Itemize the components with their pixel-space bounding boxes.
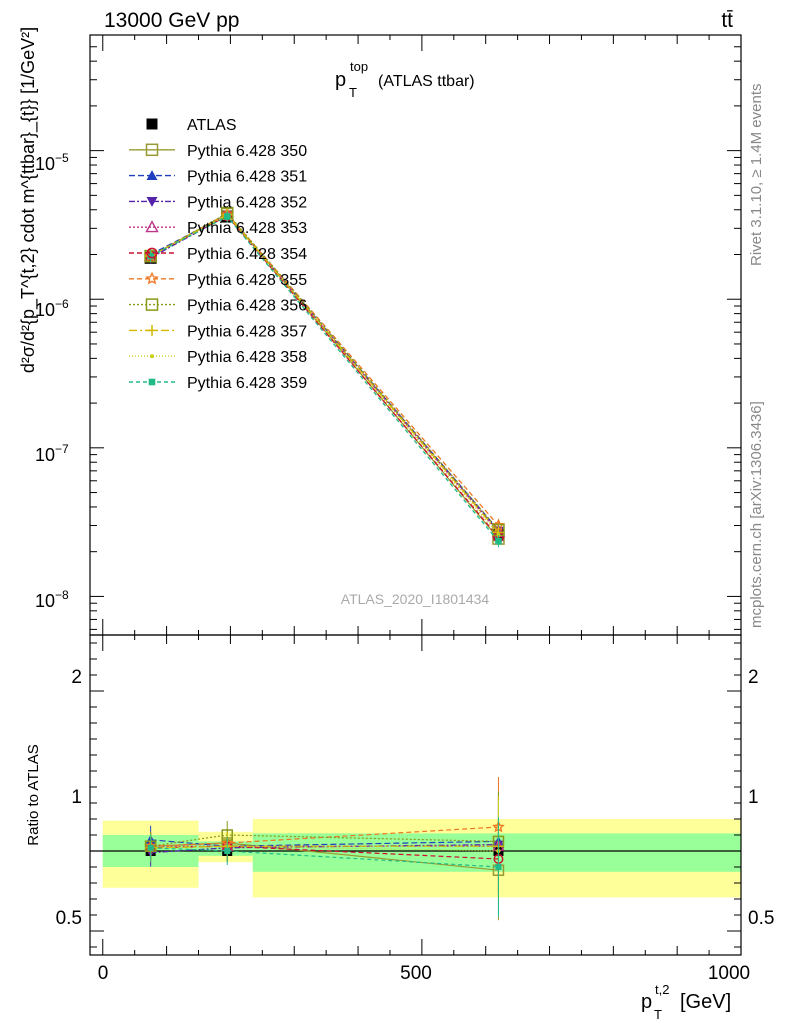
legend-entry: Pythia 6.428 350 bbox=[129, 143, 307, 160]
marker bbox=[150, 354, 154, 359]
svg-text:p: p bbox=[641, 991, 652, 1013]
legend-entry: ATLAS bbox=[146, 117, 237, 134]
legend-label: Pythia 6.428 352 bbox=[187, 194, 307, 211]
x-tick-label: 500 bbox=[400, 963, 432, 984]
marker bbox=[145, 298, 159, 311]
marker bbox=[147, 844, 154, 851]
ratio-y-tick-label: 2 bbox=[71, 667, 82, 688]
ratio-y-tick-label: 2 bbox=[748, 667, 759, 688]
marker bbox=[146, 197, 158, 207]
legend-entry: Pythia 6.428 359 bbox=[129, 375, 307, 392]
svg-text:T: T bbox=[349, 85, 357, 100]
ratio-y-tick-labels-left: 2 1 0.5 bbox=[56, 667, 82, 929]
ratio-frame bbox=[89, 634, 742, 956]
marker bbox=[146, 247, 158, 259]
main-y-axis-label: d²σ/d²{p_T^{t,2} cdot m^{ttbar}_{t}} [1/… bbox=[18, 27, 39, 373]
marker bbox=[223, 213, 231, 220]
ratio-y-axis-label: Ratio to ATLAS bbox=[25, 744, 42, 845]
energy-label: 13000 GeV pp bbox=[104, 9, 239, 32]
svg-text:T: T bbox=[654, 1007, 662, 1022]
legend-label: Pythia 6.428 356 bbox=[187, 298, 307, 315]
ratio-y-tick-label: 0.5 bbox=[748, 908, 774, 929]
legend-label: Pythia 6.428 357 bbox=[187, 323, 307, 340]
marker bbox=[147, 252, 154, 260]
svg-text:[GeV]: [GeV] bbox=[680, 991, 731, 1013]
legend-entry: Pythia 6.428 357 bbox=[129, 323, 307, 340]
ratio-y-tick-label: 1 bbox=[748, 787, 759, 808]
x-tick-label: 0 bbox=[98, 963, 109, 984]
marker bbox=[145, 220, 159, 233]
main-y-tick-labels: 10−5 10−6 10−7 10−8 bbox=[35, 151, 69, 611]
ratio-panel: Ratio to ATLAS 2 1 0.5 2 1 0.5 0 500 100… bbox=[25, 634, 774, 1022]
legend-entry: Pythia 6.428 356 bbox=[129, 298, 307, 315]
marker bbox=[495, 537, 502, 545]
legend-entry: Pythia 6.428 351 bbox=[129, 169, 307, 186]
legend-entry: Pythia 6.428 355 bbox=[129, 271, 307, 289]
y-tick-label: 10−5 bbox=[35, 151, 69, 174]
series-line bbox=[150, 212, 499, 531]
marker bbox=[495, 864, 502, 870]
svg-text:t,2: t,2 bbox=[655, 982, 669, 997]
watermark: ATLAS_2020_I1801434 bbox=[341, 591, 490, 607]
legend-label: Pythia 6.428 355 bbox=[187, 272, 307, 289]
title-sub: T bbox=[349, 85, 357, 100]
legend-label: Pythia 6.428 358 bbox=[187, 349, 307, 366]
svg-text:(ATLAS ttbar): (ATLAS ttbar) bbox=[378, 73, 475, 90]
marker bbox=[496, 532, 501, 537]
series-line bbox=[150, 213, 499, 526]
ratio-y-tick-labels-right: 2 1 0.5 bbox=[748, 667, 774, 929]
legend-entry: Pythia 6.428 352 bbox=[129, 194, 307, 211]
y-tick-label: 10−6 bbox=[35, 297, 69, 320]
legend-label: Pythia 6.428 354 bbox=[187, 246, 307, 263]
legend-label: Pythia 6.428 353 bbox=[187, 220, 307, 237]
main-panel: p top T (ATLAS ttbar) ATLAS_2020_I180143… bbox=[18, 27, 742, 636]
marker bbox=[145, 271, 159, 285]
series-10 bbox=[147, 210, 502, 548]
legend-entry: Pythia 6.428 353 bbox=[129, 220, 307, 237]
title-suffix: (ATLAS ttbar) bbox=[378, 73, 475, 90]
y-tick-label: 10−8 bbox=[35, 588, 69, 611]
y-tick-label: 10−7 bbox=[35, 442, 69, 465]
legend-label: Pythia 6.428 351 bbox=[187, 169, 307, 186]
legend-entry: Pythia 6.428 354 bbox=[129, 246, 307, 263]
legend: ATLAS Pythia 6.428 350 Pythia 6.428 351 Pyt… bbox=[129, 117, 307, 392]
marker bbox=[145, 143, 159, 157]
mcplots-label: mcplots.cern.ch [arXiv:1306.3436] bbox=[748, 401, 765, 628]
title-main: p bbox=[335, 69, 346, 91]
svg-text:top: top bbox=[350, 59, 368, 74]
marker bbox=[146, 324, 158, 336]
rivet-label: Rivet 3.1.10, ≥ 1.4M events bbox=[748, 84, 765, 267]
plot-title: p top T (ATLAS ttbar) bbox=[335, 59, 475, 100]
legend-label: ATLAS bbox=[187, 117, 237, 134]
x-tick-labels: 0 500 1000 bbox=[98, 963, 750, 984]
x-axis-label: p t,2 T [GeV] bbox=[641, 982, 731, 1022]
ratio-y-tick-label: 1 bbox=[71, 787, 82, 808]
title-sup: top bbox=[350, 59, 368, 74]
legend-label: Pythia 6.428 359 bbox=[187, 375, 307, 392]
process-label: tt̄ bbox=[721, 9, 733, 32]
svg-text:p: p bbox=[335, 69, 346, 91]
legend-entry: Pythia 6.428 358 bbox=[129, 349, 307, 366]
ratio-y-tick-label: 0.5 bbox=[56, 908, 82, 929]
marker bbox=[224, 848, 231, 854]
marker bbox=[148, 378, 156, 386]
marker bbox=[146, 118, 158, 130]
ratio-series-10 bbox=[147, 817, 502, 917]
marker bbox=[146, 170, 158, 180]
legend-label: Pythia 6.428 350 bbox=[187, 143, 307, 160]
x-tick-label: 1000 bbox=[708, 963, 750, 984]
